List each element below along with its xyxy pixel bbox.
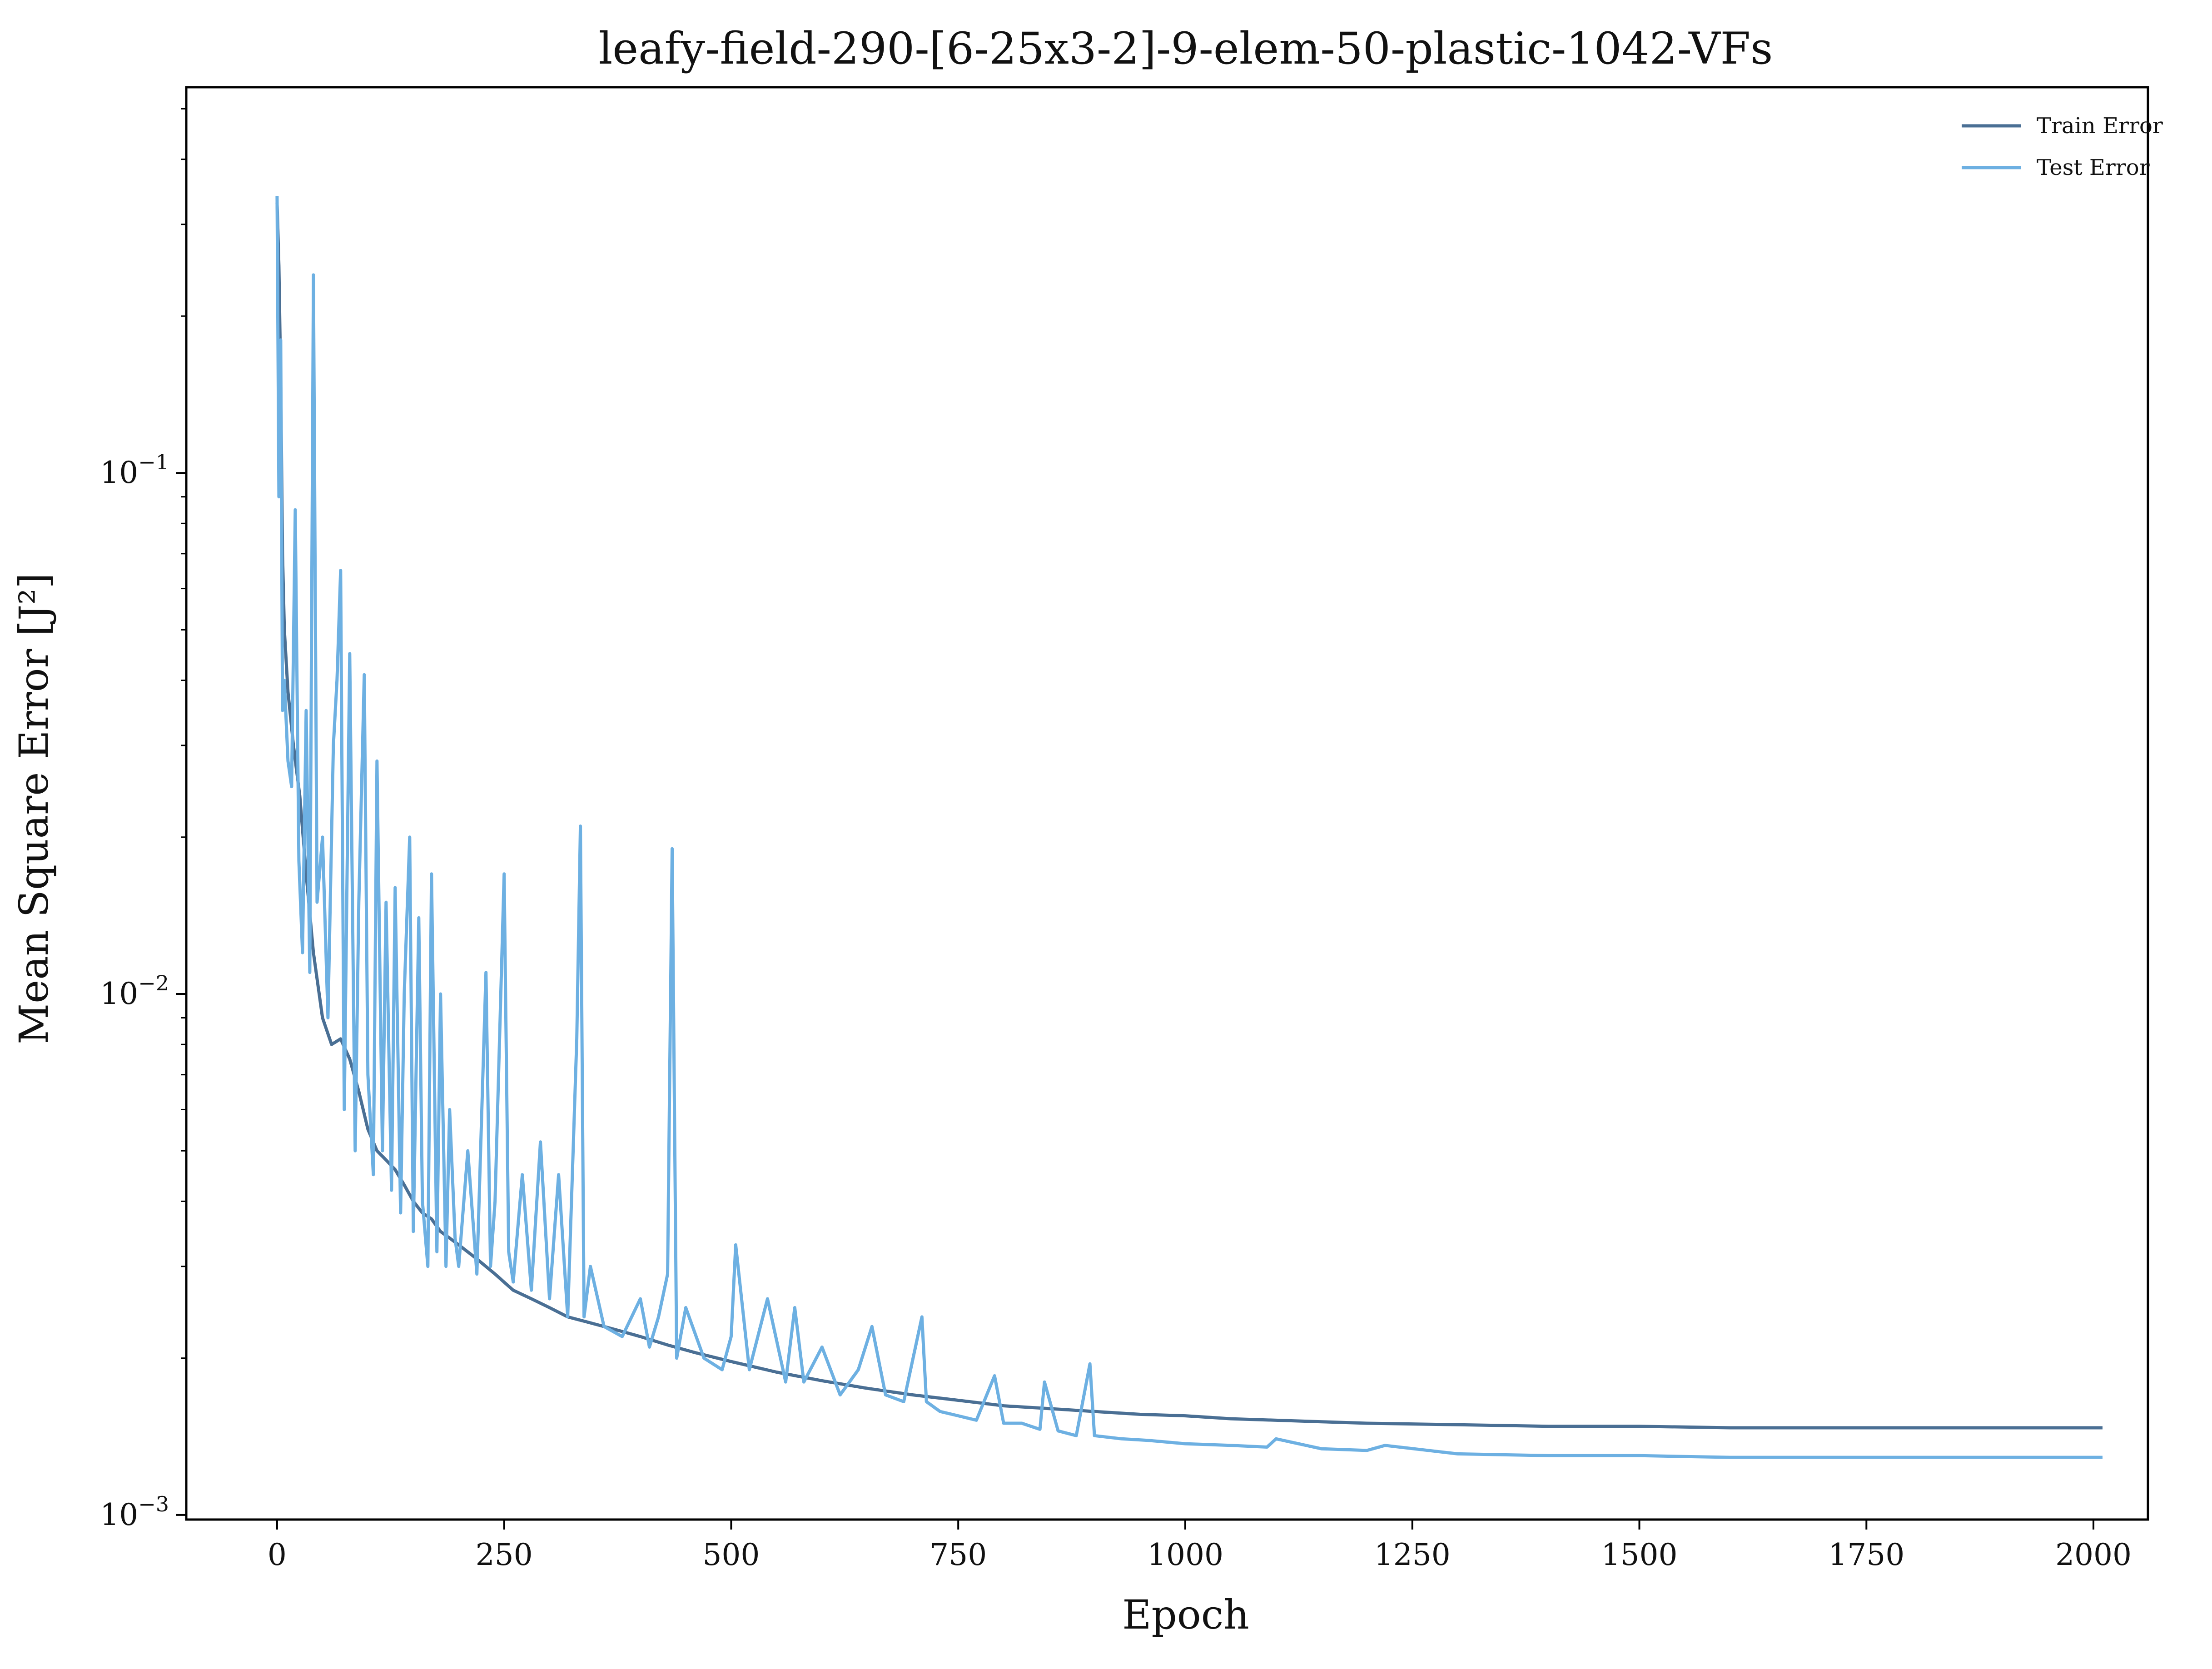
x-tick-label: 1250 [1374, 1537, 1451, 1572]
y-tick-label: 10−3 [100, 1492, 169, 1532]
y-axis-label: Mean Square Error [J²] [10, 573, 57, 1044]
x-axis: 0 250 500 750 1000 1250 1500 1750 2000 [268, 1520, 2132, 1572]
x-tick-label: 500 [702, 1537, 760, 1572]
x-tick-label: 250 [476, 1537, 533, 1572]
series-line-train-error [275, 203, 2103, 1430]
chart-title: leafy-field-290-[6-25x3-2]-9-elem-50-pla… [599, 23, 1773, 74]
legend-label: Train Error [2037, 113, 2163, 139]
x-tick-label: 1750 [1828, 1537, 1904, 1572]
y-axis: 10−3 10−2 10−1 [100, 108, 186, 1532]
x-tick-label: 0 [268, 1537, 287, 1572]
x-tick-label: 1000 [1147, 1537, 1223, 1572]
series-line-test-error [275, 196, 2103, 1459]
x-tick-label: 750 [930, 1537, 987, 1572]
y-tick-label: 10−2 [100, 971, 169, 1011]
x-tick-label: 1500 [1601, 1537, 1678, 1572]
legend: Train Error Test Error [1962, 113, 2163, 180]
y-tick-label: 10−1 [100, 450, 169, 490]
x-tick-label: 2000 [2055, 1537, 2132, 1572]
x-axis-label: Epoch [1122, 1591, 1249, 1638]
legend-label: Test Error [2037, 155, 2150, 180]
plot-frame [185, 86, 2149, 1521]
plot-series [275, 196, 2103, 1459]
